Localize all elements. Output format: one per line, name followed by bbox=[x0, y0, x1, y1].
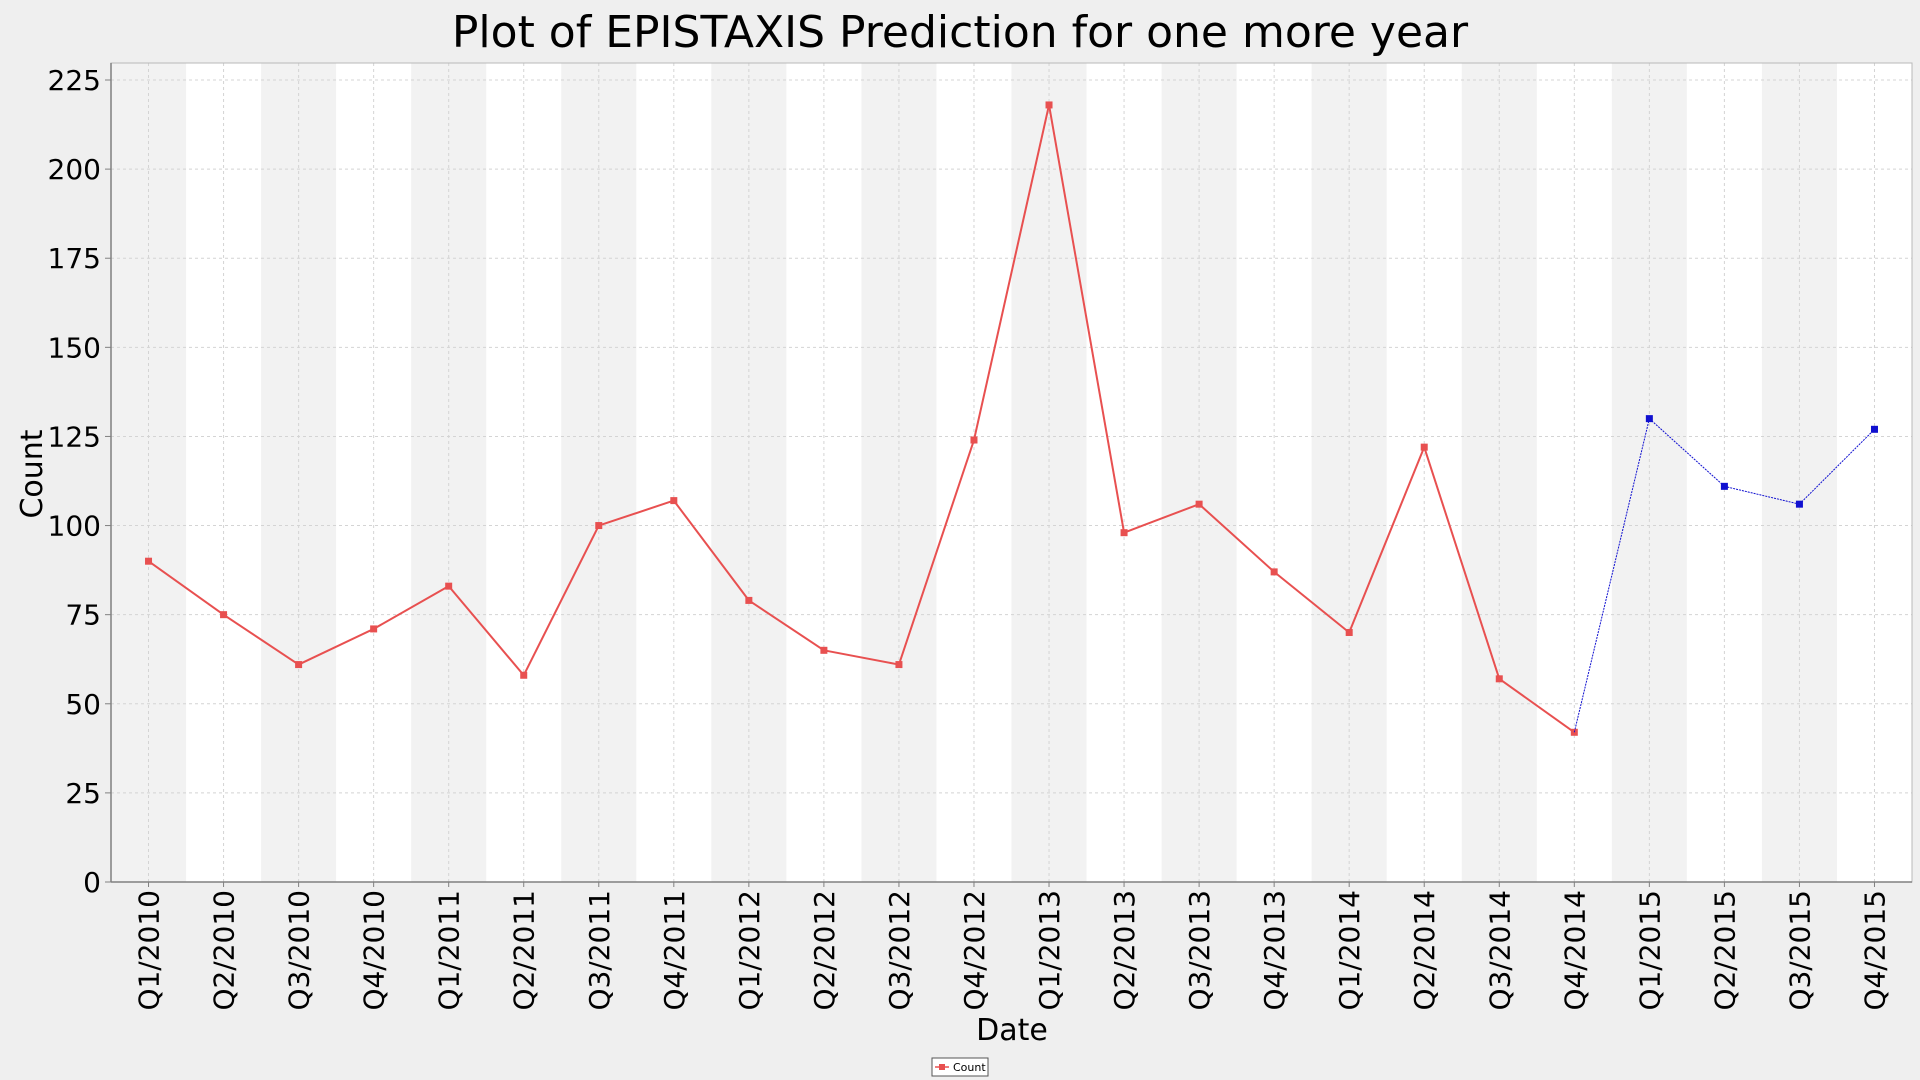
count-series-point bbox=[370, 625, 378, 633]
count-series-point bbox=[1495, 675, 1503, 683]
count-series-point bbox=[445, 582, 453, 590]
grid-lines bbox=[111, 63, 1912, 882]
y-tick-label: 100 bbox=[48, 510, 101, 543]
x-tick-label: Q2/2012 bbox=[808, 890, 841, 1011]
prediction-series-segment bbox=[1724, 485, 1800, 505]
y-tick-label: 75 bbox=[65, 599, 101, 632]
legend: Count bbox=[931, 1057, 989, 1077]
count-series-segment bbox=[223, 613, 300, 666]
count-series-segment bbox=[1273, 571, 1350, 634]
count-series-segment bbox=[522, 525, 600, 676]
x-tick-label: Q4/2010 bbox=[358, 890, 391, 1011]
prediction-series-segment bbox=[1799, 428, 1875, 505]
count-series-point bbox=[145, 557, 153, 565]
tick-labels: 0 25 50 75 100 125 150 175 200 225 Q1/2010 Q2/2010 Q… bbox=[48, 64, 1892, 1011]
axes bbox=[105, 62, 1913, 887]
count-series-point bbox=[670, 497, 678, 505]
count-series-point bbox=[1270, 568, 1278, 576]
x-tick-label: Q1/2012 bbox=[733, 890, 766, 1011]
y-tick-label: 200 bbox=[48, 153, 101, 186]
x-tick-label: Q4/2015 bbox=[1858, 890, 1891, 1011]
count-series-point bbox=[1420, 443, 1428, 451]
prediction-series-segment bbox=[1649, 418, 1725, 487]
count-series-segment bbox=[298, 628, 375, 666]
prediction-series-point bbox=[1720, 482, 1728, 490]
count-series-segment bbox=[598, 499, 675, 527]
x-tick-label: Q2/2014 bbox=[1408, 890, 1441, 1011]
x-tick-label: Q2/2013 bbox=[1108, 890, 1141, 1011]
x-tick-label: Q1/2011 bbox=[433, 890, 466, 1011]
x-tick-label: Q1/2014 bbox=[1333, 890, 1366, 1011]
count-series-point bbox=[745, 596, 753, 604]
y-tick-label: 150 bbox=[48, 331, 101, 364]
count-series-point bbox=[1120, 529, 1128, 537]
count-series-segment bbox=[1048, 104, 1126, 533]
x-tick-label: Q3/2013 bbox=[1183, 890, 1216, 1011]
count-series bbox=[145, 101, 1578, 736]
x-tick-label: Q4/2013 bbox=[1258, 890, 1291, 1011]
count-series-segment bbox=[1123, 503, 1200, 534]
x-tick-label: Q1/2015 bbox=[1633, 890, 1666, 1011]
x-tick-label: Q1/2010 bbox=[133, 890, 166, 1011]
count-series-point bbox=[1195, 500, 1203, 508]
count-series-segment bbox=[973, 104, 1050, 441]
x-tick-label: Q4/2014 bbox=[1558, 890, 1591, 1011]
legend-box bbox=[931, 1057, 989, 1077]
y-tick-label: 25 bbox=[65, 777, 101, 810]
y-tick-label: 125 bbox=[48, 420, 101, 453]
count-series-point bbox=[520, 671, 528, 679]
prediction-series-segment bbox=[1573, 418, 1650, 733]
count-series-point bbox=[1045, 101, 1053, 109]
x-tick-label: Q3/2014 bbox=[1483, 890, 1516, 1011]
y-axis-label: Count bbox=[15, 429, 50, 518]
count-series-point bbox=[220, 611, 228, 619]
x-tick-label: Q3/2011 bbox=[583, 890, 616, 1011]
x-axis-label: Date bbox=[976, 1013, 1048, 1048]
count-series-point bbox=[295, 661, 303, 669]
y-tick-label: 225 bbox=[48, 64, 101, 97]
prediction-series-point bbox=[1870, 425, 1878, 433]
count-series-point bbox=[1345, 628, 1353, 636]
x-tick-label: Q3/2010 bbox=[283, 890, 316, 1011]
count-series-segment bbox=[447, 585, 525, 676]
x-tick-label: Q4/2011 bbox=[658, 890, 691, 1011]
count-series-segment bbox=[748, 599, 825, 652]
count-series-segment bbox=[823, 649, 900, 666]
x-tick-label: Q3/2015 bbox=[1783, 890, 1816, 1011]
count-series-point bbox=[970, 436, 978, 444]
x-tick-label: Q2/2011 bbox=[508, 890, 541, 1011]
series-layer bbox=[145, 101, 1878, 736]
count-series-point bbox=[595, 522, 603, 530]
prediction-series bbox=[1573, 415, 1878, 733]
chart-title: Plot of EPISTAXIS Prediction for one mor… bbox=[452, 7, 1469, 58]
y-tick-label: 0 bbox=[83, 866, 101, 899]
count-series-segment bbox=[897, 439, 975, 665]
x-tick-label: Q1/2013 bbox=[1033, 890, 1066, 1011]
x-tick-label: Q3/2012 bbox=[883, 890, 916, 1011]
count-series-segment bbox=[1423, 446, 1501, 680]
prediction-series-point bbox=[1645, 415, 1653, 423]
count-series-segment bbox=[673, 500, 750, 602]
count-series-point bbox=[820, 646, 828, 654]
plot-area bbox=[111, 63, 1912, 882]
y-tick-label: 50 bbox=[65, 688, 101, 721]
count-series-segment bbox=[1498, 678, 1575, 734]
legend-label: Count bbox=[953, 1061, 986, 1074]
x-tick-label: Q4/2012 bbox=[958, 890, 991, 1011]
y-tick-label: 175 bbox=[48, 242, 101, 275]
count-series-point bbox=[895, 661, 903, 669]
x-tick-label: Q2/2015 bbox=[1708, 890, 1741, 1011]
count-series-segment bbox=[1198, 503, 1275, 573]
x-tick-label: Q2/2010 bbox=[208, 890, 241, 1011]
legend-marker-swatch bbox=[939, 1064, 945, 1070]
count-series-segment bbox=[147, 560, 225, 616]
count-series-segment bbox=[1348, 446, 1426, 633]
count-series-segment bbox=[373, 585, 450, 630]
prediction-series-point bbox=[1795, 500, 1803, 508]
